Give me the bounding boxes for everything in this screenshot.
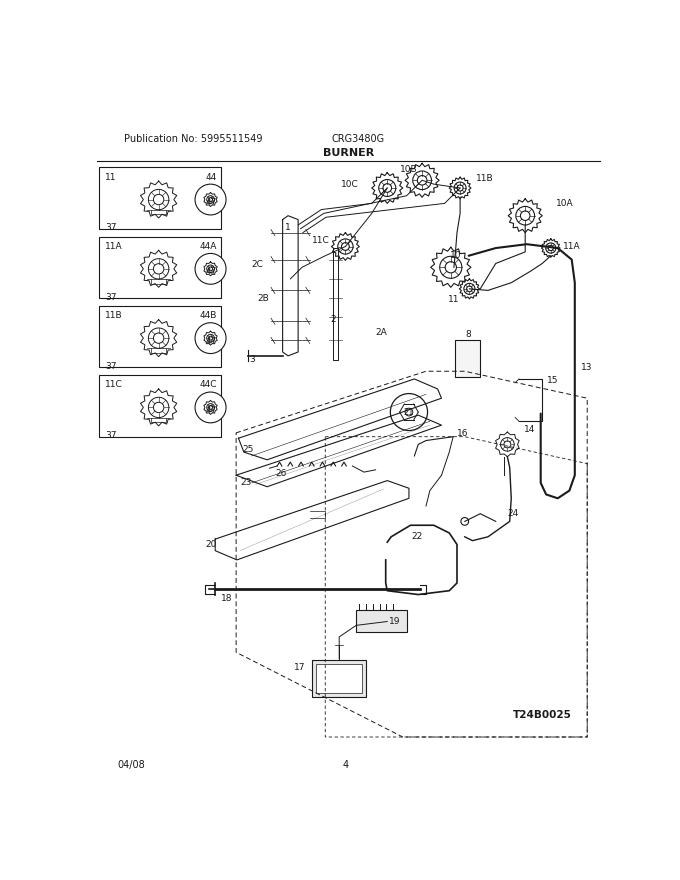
Text: 21: 21 — [404, 407, 414, 416]
Bar — [99, 237, 222, 298]
Circle shape — [195, 323, 226, 354]
Text: 17: 17 — [294, 664, 306, 672]
Text: 11A: 11A — [105, 242, 123, 251]
Text: 23: 23 — [240, 479, 252, 488]
Text: 4: 4 — [342, 760, 348, 771]
Circle shape — [195, 392, 226, 422]
Bar — [99, 306, 222, 368]
Text: 10A: 10A — [556, 199, 574, 208]
Text: 44: 44 — [205, 172, 217, 181]
Text: 1: 1 — [285, 223, 291, 231]
Text: 16: 16 — [457, 429, 469, 438]
Text: 47: 47 — [205, 336, 217, 346]
Bar — [356, 610, 407, 632]
Text: 3: 3 — [250, 356, 256, 364]
Text: 19: 19 — [389, 617, 401, 626]
Text: 10C: 10C — [341, 180, 358, 189]
Text: Publication No: 5995511549: Publication No: 5995511549 — [124, 135, 262, 144]
Text: 04/08: 04/08 — [118, 760, 146, 771]
Text: 11B: 11B — [477, 174, 494, 183]
Text: 11C: 11C — [312, 236, 330, 245]
Bar — [99, 167, 222, 229]
Text: 22: 22 — [411, 532, 422, 541]
Text: 37: 37 — [105, 362, 117, 371]
Text: 37: 37 — [105, 224, 117, 232]
Text: 2C: 2C — [252, 260, 263, 269]
Text: 15: 15 — [547, 376, 558, 385]
Text: 2A: 2A — [375, 328, 388, 337]
Text: 14: 14 — [524, 424, 535, 434]
Circle shape — [405, 408, 413, 416]
Text: 13: 13 — [581, 363, 592, 372]
Circle shape — [195, 253, 226, 284]
Text: 44C: 44C — [199, 380, 217, 390]
Text: 11: 11 — [448, 295, 460, 304]
Text: 2B: 2B — [257, 294, 269, 303]
Bar — [312, 660, 367, 697]
Circle shape — [461, 517, 469, 525]
Text: 37: 37 — [105, 293, 117, 302]
Text: 44A: 44A — [199, 242, 217, 251]
Text: 18: 18 — [220, 594, 232, 603]
Text: 10B: 10B — [400, 165, 418, 174]
Text: 26: 26 — [275, 469, 286, 478]
Text: 47: 47 — [205, 198, 217, 207]
Text: 20: 20 — [205, 540, 217, 549]
Text: 47: 47 — [205, 268, 217, 276]
Text: 11A: 11A — [563, 242, 581, 251]
Text: 8: 8 — [465, 330, 471, 339]
Text: BURNER: BURNER — [323, 148, 374, 158]
Text: CRG3480G: CRG3480G — [331, 135, 385, 144]
Circle shape — [195, 184, 226, 215]
Text: 11B: 11B — [105, 312, 123, 320]
Bar — [99, 375, 222, 436]
Text: 44B: 44B — [199, 312, 217, 320]
Text: T24B0025: T24B0025 — [513, 709, 572, 720]
Text: 47: 47 — [205, 406, 217, 414]
Bar — [316, 664, 362, 693]
Circle shape — [390, 393, 428, 430]
Text: 37: 37 — [105, 431, 117, 440]
Text: 11C: 11C — [105, 380, 123, 390]
Text: 24: 24 — [507, 510, 519, 518]
Text: 25: 25 — [242, 445, 254, 454]
Bar — [456, 341, 480, 378]
Text: 2: 2 — [330, 315, 336, 324]
Text: 11: 11 — [105, 172, 117, 181]
Text: 10: 10 — [449, 252, 461, 260]
